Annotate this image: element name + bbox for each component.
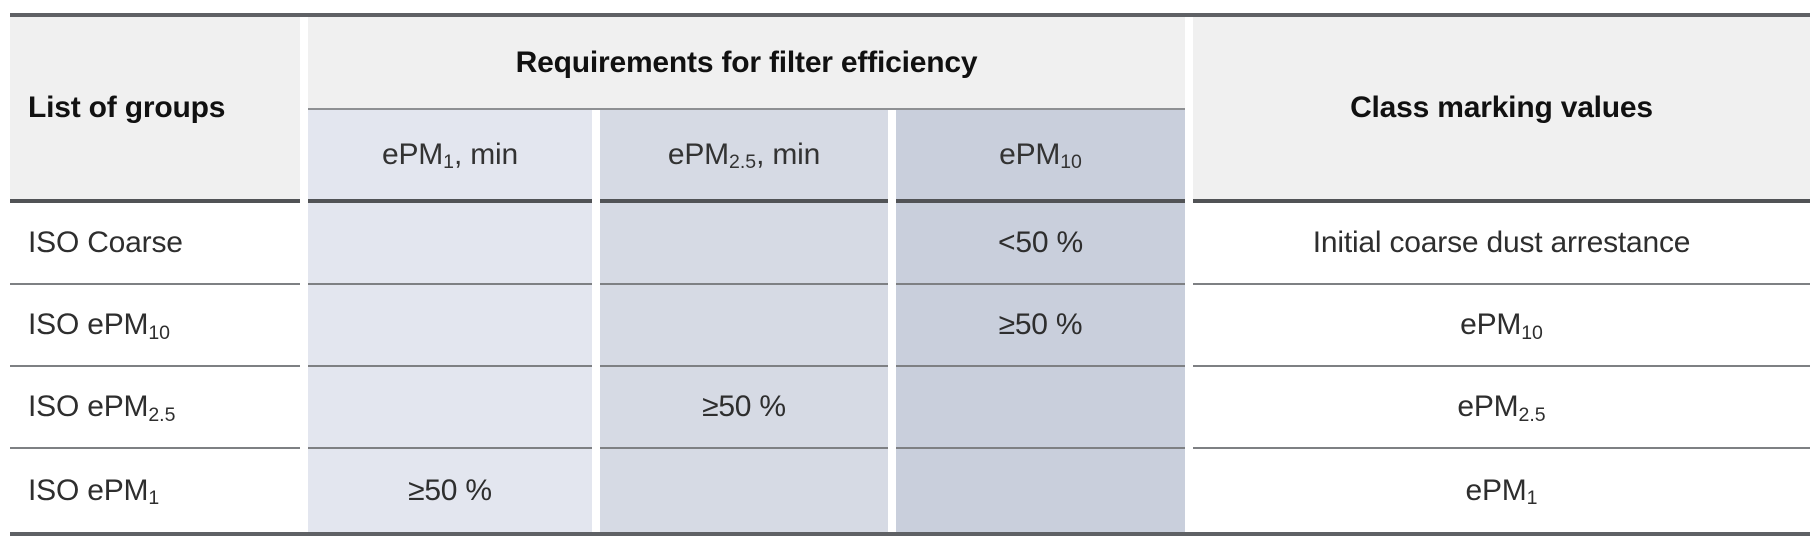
- cell-iso-epm25-class-marking-value: ePM2.5: [1457, 390, 1546, 426]
- col-header-requirements: Requirements for filter efficiency: [308, 17, 1185, 110]
- cell-iso-epm10-epm25: [600, 285, 888, 367]
- row-iso-epm25-text: ISO ePM2.5: [28, 390, 176, 426]
- subheader-epm25-min: ePM2.5, min: [600, 110, 888, 203]
- cell-iso-epm10-class-marking: ePM10: [1193, 285, 1810, 367]
- cell-iso-epm1-class-marking: ePM1: [1193, 449, 1810, 532]
- cell-iso-coarse-epm10-value: <50 %: [998, 226, 1083, 259]
- cell-iso-epm10-epm10: ≥50 %: [896, 285, 1185, 367]
- cell-iso-epm25-epm1: [308, 367, 592, 449]
- row-iso-epm25-group-label: ISO ePM2.5: [10, 367, 300, 449]
- row-iso-epm10-text: ISO ePM10: [28, 308, 171, 344]
- subheader-epm1-min: ePM1, min: [308, 110, 592, 203]
- subheader-epm10-label: ePM10: [999, 137, 1082, 174]
- cell-iso-coarse-epm10: <50 %: [896, 203, 1185, 285]
- row-iso-epm1-text: ISO ePM1: [28, 473, 160, 510]
- cell-iso-epm25-epm25-value: ≥50 %: [702, 390, 786, 423]
- cell-iso-epm25-class-marking: ePM2.5: [1193, 367, 1810, 449]
- subheader-epm10: ePM10: [896, 110, 1185, 203]
- row-iso-epm1-group-label: ISO ePM1: [10, 449, 300, 532]
- subheader-epm25-min-label: ePM2.5, min: [667, 137, 821, 174]
- col-header-requirements-label: Requirements for filter efficiency: [515, 45, 978, 79]
- cell-iso-epm1-epm1-value: ≥50 %: [408, 473, 492, 507]
- cell-iso-epm25-epm10: [896, 367, 1185, 449]
- cell-iso-epm10-epm10-value: ≥50 %: [998, 308, 1083, 341]
- row-iso-epm10-group-label: ISO ePM10: [10, 285, 300, 367]
- cell-iso-epm10-class-marking-value: ePM10: [1460, 308, 1543, 344]
- cell-iso-coarse-class-marking-value: Initial coarse dust arrestance: [1312, 226, 1691, 259]
- cell-iso-epm25-epm25: ≥50 %: [600, 367, 888, 449]
- col-header-class-marking-values-label: Class marking values: [1350, 91, 1653, 124]
- cell-iso-epm10-epm1: [308, 285, 592, 367]
- cell-iso-coarse-epm25: [600, 203, 888, 285]
- cell-iso-epm1-epm25: [600, 449, 888, 532]
- cell-iso-epm1-class-marking-value: ePM1: [1465, 473, 1538, 510]
- iso16890-filter-table: List of groups Requirements for filter e…: [10, 13, 1810, 536]
- col-header-class-marking-values: Class marking values: [1193, 17, 1810, 203]
- subheader-epm1-min-label: ePM1, min: [382, 137, 518, 174]
- col-header-list-of-groups: List of groups: [10, 17, 300, 203]
- row-iso-coarse-text: ISO Coarse: [28, 226, 183, 259]
- col-header-list-of-groups-label: List of groups: [28, 91, 226, 124]
- cell-iso-coarse-epm1: [308, 203, 592, 285]
- cell-iso-epm1-epm10: [896, 449, 1185, 532]
- row-iso-coarse-group-label: ISO Coarse: [10, 203, 300, 285]
- cell-iso-epm1-epm1: ≥50 %: [308, 449, 592, 532]
- cell-iso-coarse-class-marking: Initial coarse dust arrestance: [1193, 203, 1810, 285]
